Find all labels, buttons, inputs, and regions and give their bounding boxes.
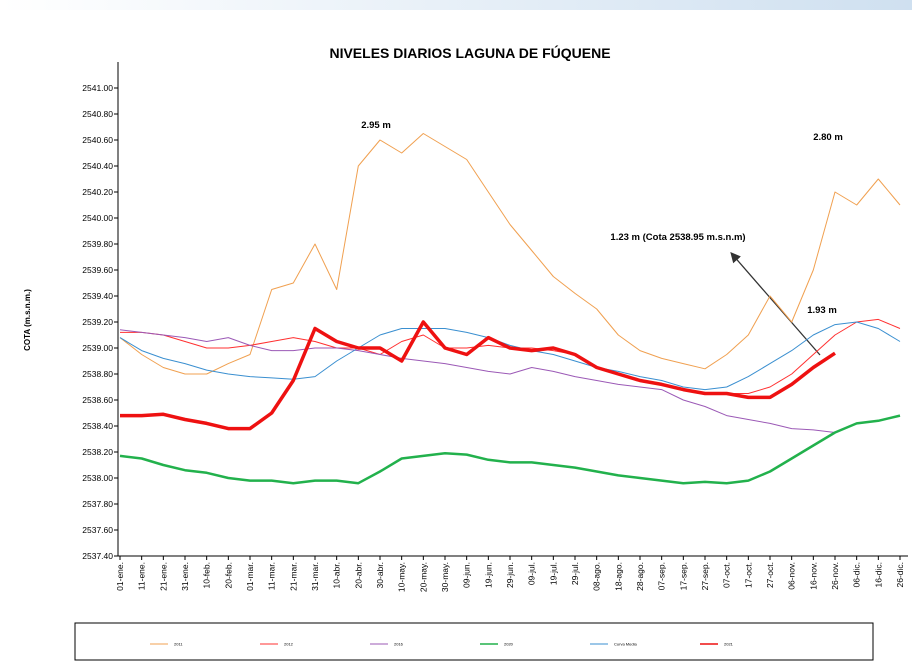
x-tick-label: 29-jul. <box>570 562 580 585</box>
x-tick-label: 19-jun. <box>483 562 493 588</box>
x-tick-label: 11-ene. <box>137 562 147 590</box>
x-tick-label: 27-sep. <box>700 562 710 590</box>
x-tick-label: 20-may. <box>418 562 428 592</box>
x-tick-label: 10-may. <box>397 562 407 592</box>
annotation: 1.23 m (Cota 2538.95 m.s.n.m) <box>610 232 745 243</box>
x-tick-label: 09-jul. <box>527 562 537 585</box>
y-tick-label: 2540.40 <box>82 161 113 171</box>
x-tick-label: 08-ago. <box>592 562 602 591</box>
legend-label: 2011 <box>174 642 183 647</box>
x-tick-label: 09-jun. <box>462 562 472 588</box>
x-tick-label: 10-abr. <box>332 562 342 588</box>
y-tick-label: 2538.40 <box>82 421 113 431</box>
x-tick-label: 30-may. <box>440 562 450 592</box>
y-tick-label: 2539.20 <box>82 317 113 327</box>
annotation-arrow <box>730 252 821 356</box>
x-tick-label: 31-mar. <box>310 562 320 591</box>
legend-label: 2021 <box>724 642 734 647</box>
y-tick-label: 2539.40 <box>82 291 113 301</box>
series-line <box>120 320 836 431</box>
chart-title: NIVELES DIARIOS LAGUNA DE FÚQUENE <box>329 44 610 61</box>
y-tick-label: 2539.80 <box>82 239 113 249</box>
x-tick-label: 27-oct. <box>765 562 775 588</box>
y-tick-label: 2540.20 <box>82 187 113 197</box>
legend-label: 2016 <box>394 642 404 647</box>
y-tick-label: 2540.80 <box>82 109 113 119</box>
legend-label: 2020 <box>504 642 514 647</box>
y-tick-label: 2538.80 <box>82 369 113 379</box>
annotation: 2.95 m <box>361 120 391 131</box>
annotation: 2.80 m <box>813 132 843 143</box>
y-tick-label: 2538.00 <box>82 473 113 483</box>
y-tick-label: 2539.00 <box>82 343 113 353</box>
x-tick-label: 06-nov. <box>787 562 797 590</box>
y-tick-label: 2537.80 <box>82 499 113 509</box>
x-tick-label: 01-ene. <box>115 562 125 591</box>
legend-label: Curva Media <box>614 642 637 647</box>
x-tick-label: 19-jul. <box>548 562 558 585</box>
legend-label: 2012 <box>284 642 294 647</box>
y-tick-label: 2538.60 <box>82 395 113 405</box>
x-tick-label: 11-mar. <box>267 562 277 590</box>
x-tick-label: 16-nov. <box>808 562 818 590</box>
series-line <box>119 133 901 375</box>
y-axis-label: COTA (m.s.n.m.) <box>23 289 32 351</box>
series-line <box>120 318 901 394</box>
y-tick-label: 2540.60 <box>82 135 113 145</box>
annotation: 1.93 m <box>807 305 837 316</box>
header-strip <box>0 0 912 10</box>
x-tick-label: 06-dic. <box>852 562 862 588</box>
legend-box <box>74 622 874 661</box>
x-tick-label: 07-oct. <box>722 562 732 588</box>
y-tick-label: 2540.00 <box>82 213 113 223</box>
x-tick-label: 10-feb. <box>202 562 212 588</box>
x-tick-label: 20-abr. <box>353 562 363 588</box>
y-tick-label: 2537.60 <box>82 525 113 535</box>
x-tick-label: 21-mar. <box>288 562 298 591</box>
series-line <box>119 329 836 433</box>
y-tick-label: 2539.60 <box>82 265 113 275</box>
y-tick-label: 2538.20 <box>82 447 113 457</box>
x-tick-label: 26-dic. <box>895 562 905 588</box>
series-line <box>119 321 901 391</box>
x-tick-label: 30-abr. <box>375 562 385 588</box>
x-tick-label: 18-ago. <box>613 562 623 591</box>
x-tick-label: 29-jun. <box>505 562 515 588</box>
x-tick-label: 01-mar. <box>245 562 255 591</box>
x-tick-label: 17-sep. <box>678 562 688 590</box>
x-tick-label: 16-dic. <box>873 562 883 588</box>
x-tick-label: 20-feb. <box>223 562 233 588</box>
x-tick-label: 17-oct. <box>743 562 753 588</box>
x-tick-label: 07-sep. <box>657 562 667 590</box>
y-tick-label: 2537.40 <box>82 551 113 561</box>
series-line <box>119 414 901 485</box>
y-tick-label: 2541.00 <box>82 83 113 93</box>
x-tick-label: 21-ene. <box>158 562 168 591</box>
x-tick-label: 31-ene. <box>180 562 190 591</box>
x-tick-label: 26-nov. <box>830 562 840 590</box>
x-tick-label: 28-ago. <box>635 562 645 591</box>
